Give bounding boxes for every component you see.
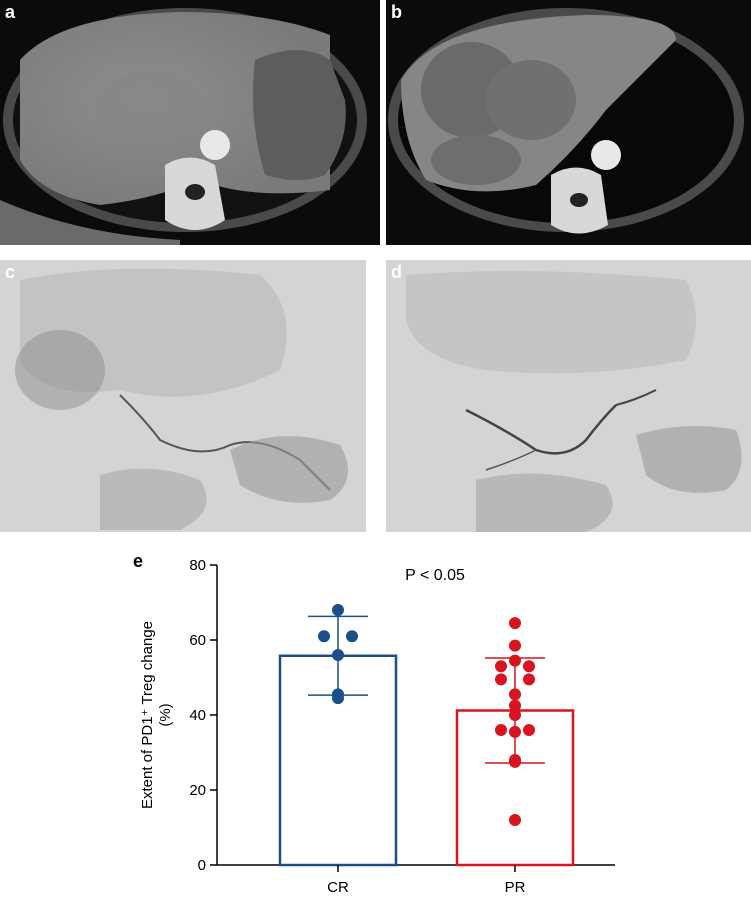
y-tick-label: 80 (189, 557, 206, 574)
y-tick-label: 0 (198, 857, 206, 874)
y-tick-label: 40 (189, 707, 206, 724)
data-point-cr (332, 604, 344, 616)
data-point-pr (509, 754, 521, 766)
data-point-pr (509, 725, 521, 738)
x-tick-label-cr: CR (327, 879, 349, 896)
data-point-cr (332, 688, 344, 701)
data-point-cr (318, 630, 330, 643)
panel-c-label: c (5, 262, 16, 282)
y-axis-label: Extent of PD1⁺ Treg change (%) (139, 621, 174, 809)
data-point-pr (509, 617, 521, 630)
y-axis-label-line2: (%) (157, 703, 174, 726)
panel-c-angiography-image: c (0, 260, 366, 532)
panel-a-label: a (5, 2, 16, 22)
data-point-cr (346, 630, 358, 643)
panel-a-ct-image: a (0, 0, 380, 245)
x-tick-label-pr: PR (505, 879, 526, 896)
panel-d-label: d (391, 262, 402, 282)
y-tick-label: 60 (189, 632, 206, 649)
p-value-annotation: P < 0.05 (405, 567, 465, 584)
data-point-pr (509, 654, 521, 667)
data-point-pr (495, 724, 507, 736)
data-point-pr (495, 660, 507, 673)
data-point-pr (495, 673, 507, 686)
data-point-pr (523, 660, 535, 673)
data-point-pr (523, 724, 535, 736)
y-axis-label-line1: Extent of PD1⁺ Treg change (139, 621, 156, 809)
bar-chart: e P < 0.05 Extent of PD1⁺ Treg change (%… (133, 551, 615, 896)
y-tick-label: 20 (189, 782, 206, 799)
panel-e-label: e (133, 551, 143, 571)
data-point-pr (509, 709, 521, 721)
data-point-pr (509, 639, 521, 652)
data-point-pr (509, 814, 521, 826)
data-point-cr (332, 649, 344, 661)
panel-d-angiography-image: d (386, 260, 751, 532)
data-point-pr (509, 699, 521, 712)
plot-area: 0 20 40 60 80 CR PR (189, 557, 615, 896)
panel-b-label: b (391, 2, 402, 22)
data-point-pr (509, 688, 521, 701)
panel-b-ct-image: b (386, 0, 751, 245)
data-point-pr (523, 673, 535, 686)
